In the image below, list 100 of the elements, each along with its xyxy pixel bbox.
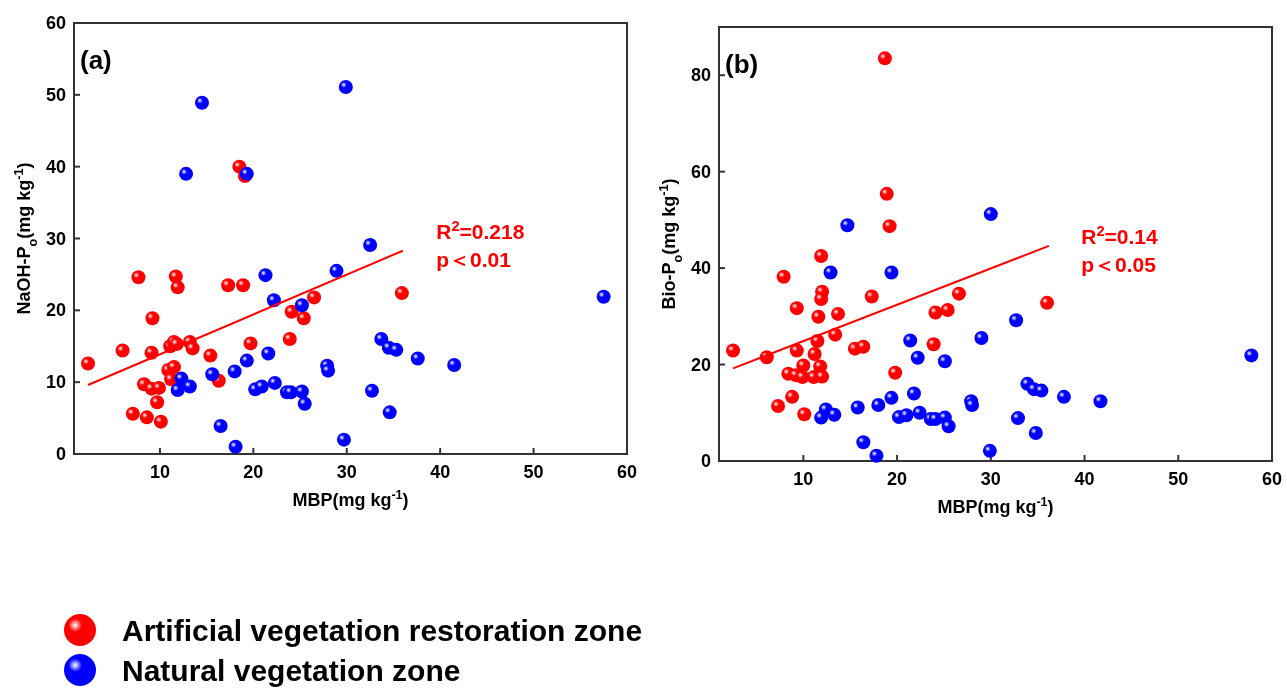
point bbox=[166, 360, 181, 375]
point bbox=[912, 405, 927, 420]
annotation: R$^{2}$=0.14 bbox=[1081, 223, 1159, 248]
point bbox=[294, 298, 309, 313]
point bbox=[940, 303, 955, 318]
point bbox=[796, 358, 811, 373]
annotation: R$^{2}$=0.218 bbox=[436, 217, 525, 243]
point bbox=[382, 405, 397, 420]
x-axis-title: MBP(mg kg$^{-1}$) bbox=[292, 488, 409, 510]
point bbox=[170, 280, 185, 295]
point bbox=[243, 336, 258, 351]
point bbox=[261, 346, 276, 361]
y-tick-label: 0 bbox=[700, 451, 711, 471]
y-tick-label: 20 bbox=[690, 354, 711, 375]
point bbox=[203, 348, 218, 363]
point bbox=[1009, 313, 1024, 328]
y-tick-label: 60 bbox=[690, 161, 711, 182]
point bbox=[1028, 426, 1043, 441]
point bbox=[374, 332, 389, 347]
point bbox=[236, 278, 251, 293]
point bbox=[410, 351, 425, 366]
point bbox=[213, 418, 228, 433]
point bbox=[785, 389, 800, 404]
point bbox=[1040, 295, 1055, 310]
point bbox=[823, 265, 838, 280]
y-tick-label: 40 bbox=[45, 156, 66, 177]
point bbox=[797, 407, 812, 422]
y-tick-label: 40 bbox=[690, 258, 711, 279]
point bbox=[789, 301, 804, 316]
point bbox=[928, 305, 943, 320]
point bbox=[296, 311, 311, 326]
point bbox=[869, 448, 884, 463]
point bbox=[877, 51, 892, 66]
legend-label: Artificial vegetation restoration zone bbox=[122, 614, 643, 647]
point bbox=[294, 384, 309, 399]
x-tick-label: 60 bbox=[1261, 469, 1283, 489]
point bbox=[906, 386, 921, 401]
point bbox=[815, 369, 830, 384]
point bbox=[903, 333, 918, 348]
x-tick-label: 30 bbox=[980, 469, 1001, 489]
point bbox=[221, 278, 236, 293]
point bbox=[840, 218, 855, 233]
legend-label: Natural vegetation zone bbox=[122, 654, 461, 687]
point bbox=[884, 390, 899, 405]
point bbox=[152, 380, 167, 395]
point bbox=[258, 268, 273, 283]
point bbox=[888, 365, 903, 380]
point bbox=[239, 353, 254, 368]
x-tick-label: 30 bbox=[336, 462, 357, 482]
point bbox=[194, 95, 209, 110]
point bbox=[125, 406, 140, 421]
point bbox=[227, 364, 242, 379]
y-tick-label: 30 bbox=[45, 228, 66, 249]
point bbox=[771, 399, 786, 414]
point bbox=[1093, 394, 1108, 409]
point bbox=[856, 339, 871, 354]
point bbox=[1034, 383, 1049, 398]
point bbox=[179, 166, 194, 181]
y-tick-label: 60 bbox=[45, 13, 66, 33]
point bbox=[307, 290, 322, 305]
point bbox=[329, 263, 344, 278]
x-tick-label: 20 bbox=[243, 462, 264, 482]
x-axis-title: MBP(mg kg$^{-1}$) bbox=[937, 495, 1054, 517]
point bbox=[81, 356, 96, 371]
point bbox=[153, 414, 168, 429]
point bbox=[814, 249, 829, 264]
point bbox=[871, 398, 886, 413]
point bbox=[321, 363, 336, 378]
point bbox=[150, 395, 165, 410]
point bbox=[364, 383, 379, 398]
point bbox=[926, 337, 941, 352]
point bbox=[776, 269, 791, 284]
point bbox=[850, 400, 865, 415]
point bbox=[447, 357, 462, 372]
y-tick-label: 20 bbox=[45, 300, 66, 321]
point bbox=[831, 306, 846, 321]
point bbox=[1056, 389, 1071, 404]
point bbox=[1244, 348, 1259, 363]
x-tick-label: 10 bbox=[793, 469, 814, 489]
annotation: (b) bbox=[725, 49, 759, 79]
x-tick-label: 10 bbox=[149, 462, 170, 482]
point bbox=[827, 407, 842, 422]
point bbox=[145, 311, 160, 326]
point bbox=[336, 432, 351, 447]
point bbox=[139, 410, 154, 425]
point bbox=[879, 186, 894, 201]
y-tick-label: 10 bbox=[45, 372, 66, 393]
point bbox=[983, 207, 998, 222]
point bbox=[185, 341, 200, 356]
x-tick-label: 50 bbox=[523, 462, 544, 482]
point bbox=[228, 439, 243, 454]
point bbox=[182, 379, 197, 394]
annotation: p＜0.05 bbox=[1081, 253, 1157, 276]
point bbox=[389, 342, 404, 357]
point bbox=[789, 343, 804, 358]
point bbox=[363, 237, 378, 252]
point bbox=[394, 286, 409, 301]
point bbox=[910, 350, 925, 365]
y-tick-label: 0 bbox=[55, 444, 66, 464]
point bbox=[254, 379, 269, 394]
